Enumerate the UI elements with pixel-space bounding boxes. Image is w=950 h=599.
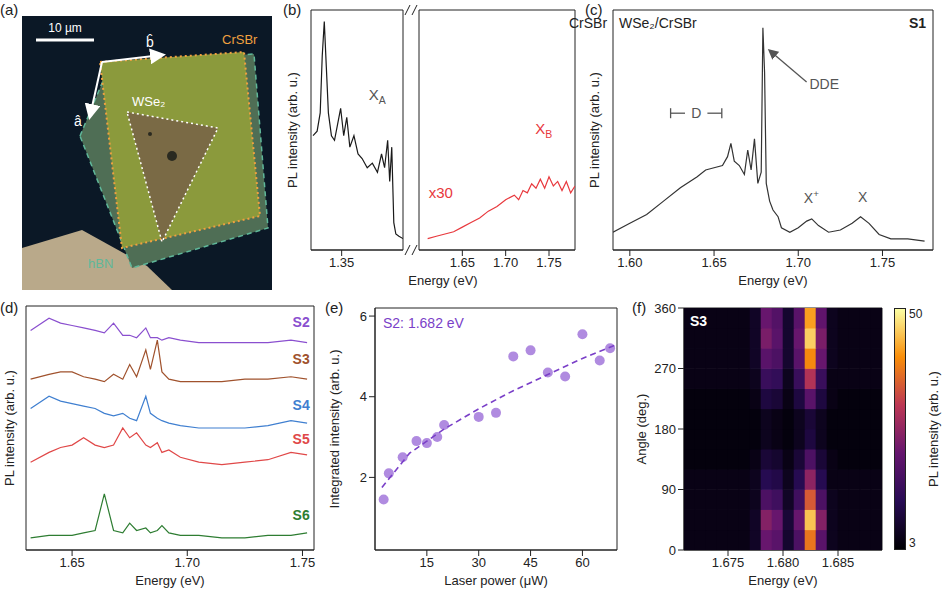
svg-text:1.75: 1.75 [536,255,561,270]
html-text:XB: XB [535,119,553,140]
html-text:50: 50 [909,307,923,321]
svg-text:PL intensity (arb. u.): PL intensity (arb. u.) [587,72,602,188]
html-text:(e): (e) [325,299,344,316]
svg-text:PL intensity (arb. u.): PL intensity (arb. u.) [285,72,300,188]
html-text:CrSBr: CrSBr [569,15,608,31]
svg-text:Angle (deg.): Angle (deg.) [634,394,649,465]
html-text:Energy (eV): Energy (eV) [738,273,808,288]
html-text:DDE: DDE [809,76,839,93]
html-text:(f): (f) [632,299,647,316]
html-text:(b): (b) [283,1,302,18]
html-text:S5: S5 [292,431,310,448]
svg-text:10 µm: 10 µm [48,21,82,35]
svg-text:Integrated intensity (arb. u.): Integrated intensity (arb. u.) [327,350,342,509]
svg-text:PL intensity (arb. u.): PL intensity (arb. u.) [926,371,941,487]
html-text:(d): (d) [0,299,19,316]
svg-text:2: 2 [360,470,367,485]
svg-text:1.70: 1.70 [493,255,518,270]
html-text:Energy (eV): Energy (eV) [408,273,478,288]
svg-text:1.35: 1.35 [329,255,354,270]
html-text:X+: X+ [803,188,819,206]
html-text:x30: x30 [428,183,453,201]
svg-text:1.75: 1.75 [870,255,895,270]
svg-text:0: 0 [669,543,676,558]
html-text:WSe₂/CrSBr: WSe₂/CrSBr [619,15,697,31]
svg-text:1.60: 1.60 [617,255,642,270]
svg-text:CrSBr: CrSBr [222,32,258,47]
html-text:3: 3 [909,536,916,550]
html-text:S2: S2 [292,314,310,331]
svg-text:4: 4 [360,389,367,404]
html-text:Energy (eV): Energy (eV) [135,573,205,588]
svg-text:1.685: 1.685 [822,555,855,570]
html-text:S6: S6 [292,506,310,523]
svg-text:PL intensity (arb. u.): PL intensity (arb. u.) [2,370,17,486]
svg-text:30: 30 [471,555,485,570]
svg-text:45: 45 [523,555,537,570]
svg-text:15: 15 [420,555,434,570]
svg-text:1.65: 1.65 [59,555,84,570]
svg-text:1.75: 1.75 [290,555,315,570]
svg-text:b̂: b̂ [146,34,154,50]
html-text:Energy (eV): Energy (eV) [748,573,818,588]
svg-text:WSe₂: WSe₂ [132,94,165,109]
html-text:XA: XA [368,86,386,107]
svg-text:270: 270 [654,361,676,376]
html-text:S1: S1 [909,15,927,31]
svg-text:360: 360 [654,301,676,316]
html-text:Laser power (μW): Laser power (μW) [444,573,548,588]
html-text:X: X [857,189,868,206]
svg-text:6: 6 [360,309,367,324]
svg-text:1.680: 1.680 [767,555,800,570]
svg-text:60: 60 [575,555,589,570]
svg-text:hBN: hBN [88,256,113,271]
html-text:S3: S3 [690,313,708,329]
svg-text:90: 90 [662,482,676,497]
svg-text:1.675: 1.675 [712,555,745,570]
html-text:D: D [691,105,702,122]
html-text:S2: 1.682 eV: S2: 1.682 eV [383,315,464,331]
svg-text:1.65: 1.65 [701,255,726,270]
svg-text:180: 180 [654,422,676,437]
html-text:(a): (a) [0,1,19,18]
svg-text:â: â [74,113,82,129]
svg-text:1.65: 1.65 [450,255,475,270]
svg-text:1.70: 1.70 [786,255,811,270]
svg-text:1.70: 1.70 [175,555,200,570]
html-text:(c): (c) [585,1,603,18]
html-text:S4: S4 [292,397,310,413]
html-text:S3: S3 [292,350,310,367]
